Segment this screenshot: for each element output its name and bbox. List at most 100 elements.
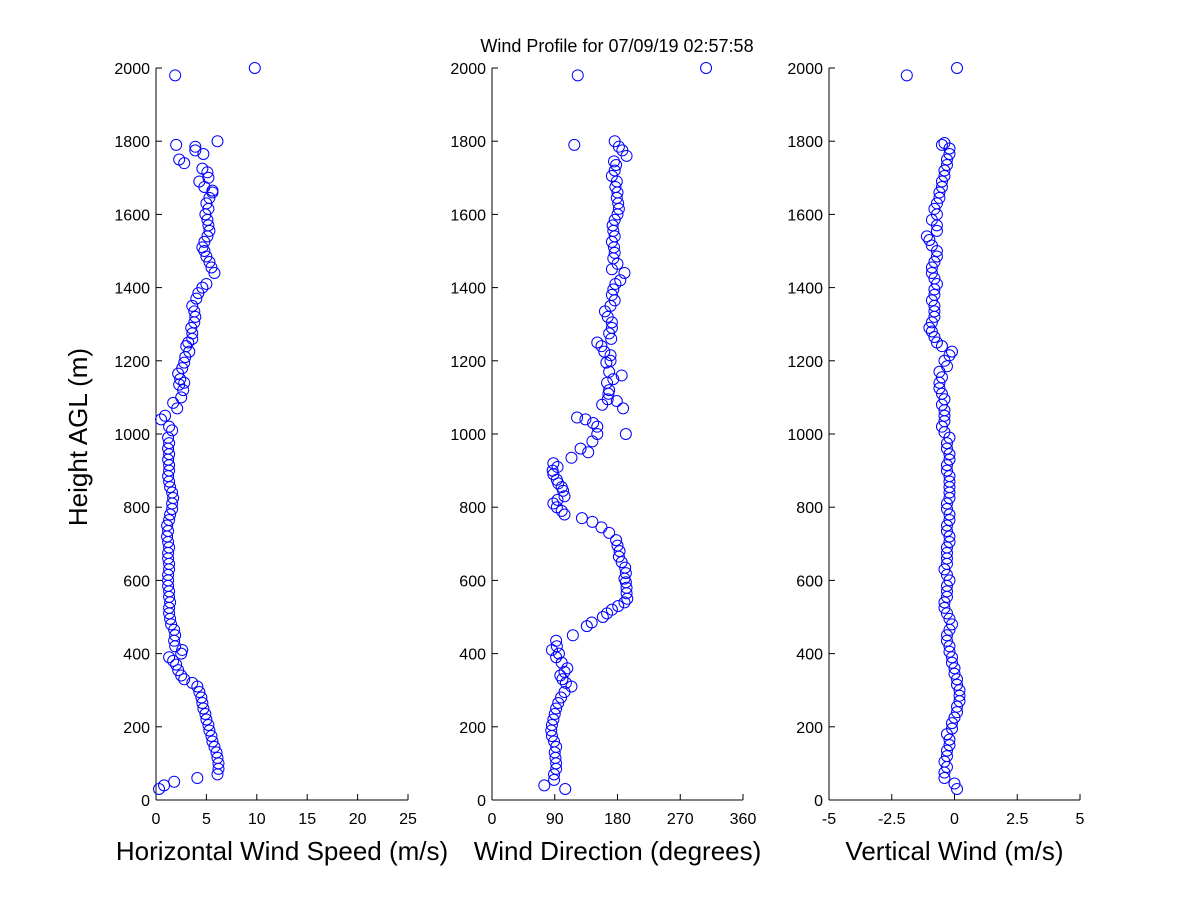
vertical-data-point (940, 153, 953, 166)
vertical-data-point (945, 618, 958, 631)
speed-data-point (167, 396, 180, 409)
vertical-data-point (953, 684, 966, 697)
direction-data-point (603, 384, 616, 397)
speed-data-point (196, 281, 209, 294)
direction-data-point (550, 640, 563, 653)
vertical-data-point (938, 137, 951, 150)
vertical-data-point (923, 234, 936, 247)
vertical-data-point (943, 514, 956, 527)
speed-data-point (163, 437, 176, 450)
speed-data-point (206, 735, 219, 748)
direction-data-point (605, 321, 618, 334)
speed-data-point (190, 292, 203, 305)
speed-y-tick-label: 1600 (114, 207, 150, 224)
speed-data-point (175, 669, 188, 682)
direction-data-point (601, 310, 614, 323)
vertical-data-point (928, 288, 941, 301)
direction-data-point (609, 180, 622, 193)
vertical-data-point (923, 321, 936, 334)
speed-data-point (170, 658, 183, 671)
vertical-y-tick-label: 600 (796, 573, 823, 590)
direction-data-point (571, 69, 584, 82)
vertical-y-tick-label: 1400 (787, 281, 823, 298)
vertical-data-point (940, 634, 953, 647)
speed-data-point (200, 197, 213, 210)
vertical-data-point (943, 640, 956, 653)
vertical-x-tick-label: -2.5 (878, 811, 906, 828)
direction-data-point (598, 345, 611, 358)
speed-data-point (202, 718, 215, 731)
speed-y-tick-label: 1400 (114, 281, 150, 298)
speed-data-point (196, 241, 209, 254)
vertical-y-tick-label: 2000 (787, 61, 823, 78)
vertical-data-point (925, 316, 938, 329)
speed-data-point (155, 413, 168, 426)
speed-data-point (186, 299, 199, 312)
vertical-data-point (940, 546, 953, 559)
vertical-data-point (943, 612, 956, 625)
vertical-data-point (933, 382, 946, 395)
panel-direction: 0 200 400 600 800 1000 1200 1400 1600 1800 2000 0 90… (450, 61, 761, 866)
direction-data-point (591, 428, 604, 440)
speed-data-point (173, 153, 186, 166)
speed-data-point (167, 492, 180, 505)
vertical-data-point (935, 138, 948, 151)
vertical-data-point (938, 393, 951, 406)
vertical-x-tick-label: -5 (822, 811, 836, 828)
direction-data-point (565, 451, 578, 464)
speed-data-point (195, 691, 208, 704)
direction-data-point (608, 246, 621, 259)
speed-data-point (166, 486, 179, 499)
speed-y-tick-label: 1000 (114, 427, 150, 444)
speed-data-point (185, 321, 198, 334)
direction-x-tick-label: 0 (488, 811, 497, 828)
speed-data-point (170, 138, 183, 151)
vertical-data-point (940, 585, 953, 598)
speed-data-point (163, 651, 176, 664)
vertical-data-point (935, 371, 948, 384)
direction-data-point (548, 707, 561, 720)
direction-y-tick-label: 1400 (450, 281, 486, 298)
direction-y-tick-label: 1800 (450, 134, 486, 151)
vertical-y-tick-label: 800 (796, 500, 823, 517)
vertical-data-point (948, 667, 961, 680)
vertical-y-tick-label: 0 (814, 793, 823, 810)
speed-x-tick-label: 10 (248, 811, 266, 828)
speed-y-tick-label: 400 (123, 647, 150, 664)
speed-data-point (169, 629, 182, 642)
vertical-data-point (920, 230, 933, 243)
panel-speed: 0 200 400 600 800 1000 1200 1400 1600 1800 2000 0 5 1… (114, 61, 448, 866)
vertical-data-point (930, 277, 943, 290)
direction-data-point (550, 740, 563, 753)
vertical-x-axis-label: Vertical Wind (m/s) (845, 836, 1063, 866)
speed-data-point (189, 140, 202, 153)
vertical-data-point (933, 191, 946, 204)
speed-data-point (211, 135, 224, 148)
vertical-y-tick-label: 400 (796, 647, 823, 664)
direction-data-point (616, 144, 629, 157)
vertical-data-point (943, 645, 956, 658)
speed-y-tick-label: 800 (123, 500, 150, 517)
vertical-data-point (945, 656, 958, 669)
vertical-data-point (943, 739, 956, 752)
direction-data-point (550, 634, 563, 647)
direction-x-tick-label: 270 (667, 811, 694, 828)
speed-data-point (210, 746, 223, 759)
direction-data-point (574, 442, 587, 455)
direction-data-point (611, 539, 624, 552)
vertical-data-point (935, 420, 948, 433)
vertical-data-point (930, 250, 943, 263)
speed-y-tick-label: 600 (123, 573, 150, 590)
speed-data-point (167, 654, 180, 667)
direction-data-point (607, 373, 620, 386)
direction-data-point (558, 490, 571, 503)
speed-y-tick-label: 200 (123, 720, 150, 737)
vertical-data-point (943, 448, 956, 461)
vertical-data-point (943, 148, 956, 161)
direction-y-tick-label: 1600 (450, 207, 486, 224)
direction-data-point (618, 596, 631, 609)
vertical-data-point (925, 261, 938, 274)
direction-data-point (595, 521, 608, 534)
vertical-data-point (943, 453, 956, 466)
vertical-data-point (938, 409, 951, 422)
